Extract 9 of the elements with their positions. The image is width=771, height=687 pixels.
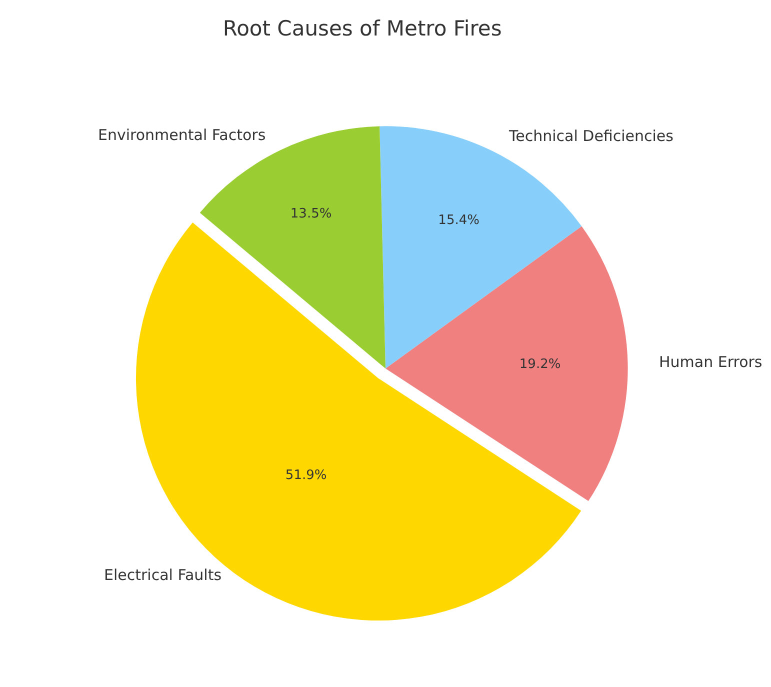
chart-title: Root Causes of Metro Fires: [222, 16, 502, 40]
slice-label: Technical Deficiencies: [508, 127, 674, 145]
data-label: 13.5%: [290, 206, 332, 222]
data-label: 15.4%: [438, 212, 480, 228]
data-label: 51.9%: [285, 468, 327, 484]
data-label: 19.2%: [519, 357, 561, 372]
slice-label: Human Errors: [659, 353, 762, 371]
slice-label: Electrical Faults: [104, 566, 222, 584]
slice-label: Environmental Factors: [98, 126, 266, 144]
